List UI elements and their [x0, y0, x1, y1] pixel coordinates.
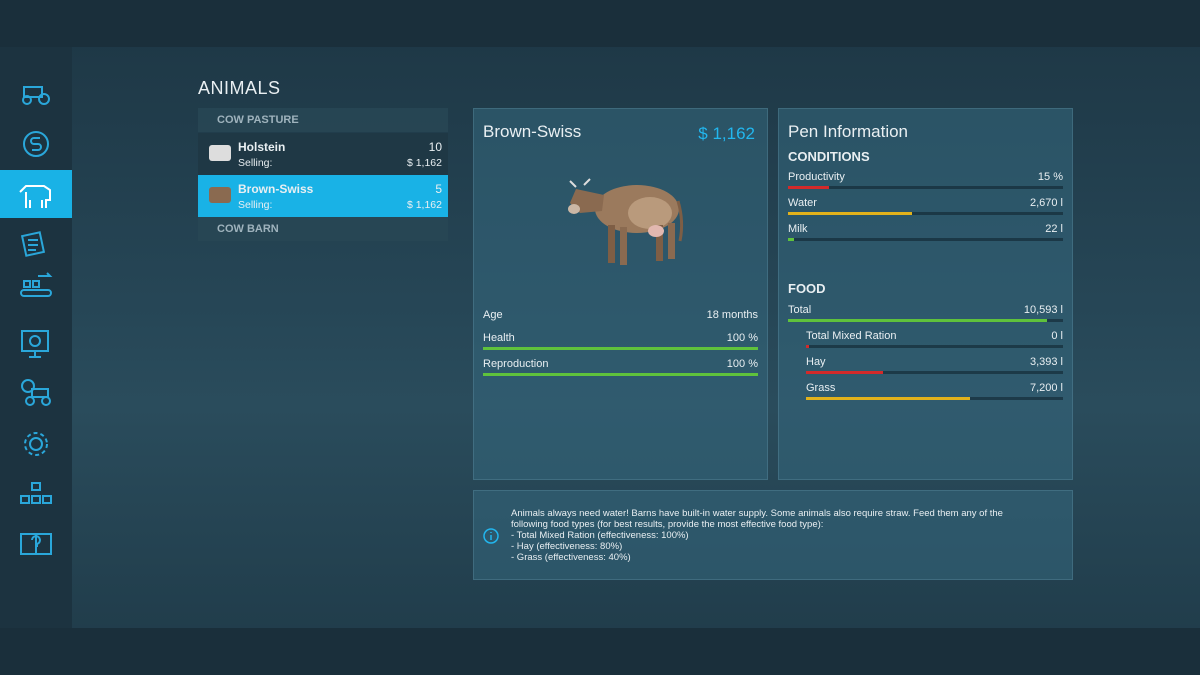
info-line: following food types (for best results, … — [511, 519, 824, 530]
bar-track — [788, 319, 1063, 322]
row-label: Hay — [806, 356, 826, 368]
bar-fill — [806, 397, 971, 400]
bar-fill — [806, 345, 809, 348]
icon-workers[interactable] — [21, 379, 51, 406]
bar-fill — [788, 212, 912, 215]
conditions-rows: Productivity 15 % Water 2,670 l Milk 22 l — [788, 171, 1065, 251]
pen-panel: Pen Information CONDITIONS Productivity 1… — [778, 108, 1073, 480]
animal-icon — [209, 145, 231, 161]
sidebar-icons — [19, 86, 53, 555]
info-line: - Grass (effectiveness: 40%) — [511, 552, 631, 563]
row-label: Water — [788, 197, 817, 209]
section-header — [198, 217, 448, 241]
info-box: Animals always need water! Barns have bu… — [473, 490, 1073, 580]
icon-tree[interactable] — [20, 482, 52, 504]
bar-fill — [483, 347, 758, 350]
row-label: Productivity — [788, 171, 845, 183]
bottom-bar — [0, 628, 1200, 675]
bar-fill — [788, 238, 794, 241]
row-value: 15 % — [1037, 171, 1063, 183]
conditions-title: CONDITIONS — [788, 149, 870, 164]
bar-track — [806, 345, 1063, 348]
icon-vehicles[interactable] — [22, 86, 50, 105]
row-value: 22 l — [1045, 223, 1063, 235]
icon-statistics[interactable] — [21, 330, 49, 358]
row-value: 10,593 l — [1023, 304, 1063, 316]
animal-list: COW PASTURE Holstein 10 Selling: $ 1,162 Brow… — [198, 108, 448, 242]
animal-count: 5 — [435, 182, 442, 196]
row-value: 2,670 l — [1029, 197, 1063, 209]
food-rows: Total 10,593 l Total Mixed Ration 0 l Hay 3,3… — [788, 304, 1065, 414]
bar-track — [788, 186, 1063, 189]
bar-fill — [788, 319, 1047, 322]
pen-title: Pen Information — [788, 122, 909, 141]
bar-track — [806, 397, 1063, 400]
row-value: 7,200 l — [1029, 382, 1063, 394]
row-value: 100 % — [726, 358, 758, 370]
animal-row[interactable]: Holstein 10 Selling: $ 1,162 — [198, 133, 448, 175]
animal-price: $ 1,162 — [698, 124, 755, 143]
bar-fill — [788, 186, 830, 189]
animal-row[interactable]: Brown-Swiss 5 Selling: $ 1,162 — [198, 175, 448, 217]
section-title: COW BARN — [217, 223, 279, 235]
icon-finance[interactable] — [23, 131, 49, 157]
icon-help[interactable] — [20, 533, 52, 555]
icon-contracts[interactable] — [20, 231, 46, 257]
sidebar-selected[interactable] — [0, 170, 72, 218]
selling-label: Selling: — [238, 157, 273, 169]
bar-track — [806, 371, 1063, 374]
info-line: - Total Mixed Ration (effectiveness: 100… — [511, 530, 689, 541]
cow-image — [568, 178, 684, 265]
row-label: Health — [483, 332, 515, 344]
animal-name: Holstein — [238, 140, 286, 154]
section-title: COW PASTURE — [217, 114, 299, 126]
bar-track — [483, 347, 758, 350]
info-icon — [483, 528, 499, 544]
info-line: - Hay (effectiveness: 80%) — [511, 541, 623, 552]
animal-panel: Brown-Swiss $ 1,162 Age 18 months Health 10… — [473, 108, 768, 480]
icon-animals[interactable] — [19, 185, 51, 208]
selling-price: $ 1,162 — [406, 157, 442, 169]
animal-name: Brown-Swiss — [483, 122, 582, 141]
section-header — [198, 108, 448, 132]
bar-track — [788, 238, 1063, 241]
selling-price: $ 1,162 — [406, 199, 442, 211]
bar-track — [788, 212, 1063, 215]
info-line: Animals always need water! Barns have bu… — [511, 508, 1003, 519]
bar-fill — [806, 371, 884, 374]
top-bar — [0, 0, 1200, 47]
selling-label: Selling: — [238, 199, 273, 211]
age-label: Age — [483, 309, 503, 321]
age-value: 18 months — [706, 309, 758, 321]
row-label: Milk — [788, 223, 808, 235]
animal-name: Brown-Swiss — [238, 182, 314, 196]
row-label: Total Mixed Ration — [806, 330, 897, 342]
row-label: Reproduction — [483, 358, 549, 370]
row-value: 3,393 l — [1029, 356, 1063, 368]
row-label: Total — [788, 304, 812, 316]
animal-icon — [209, 187, 231, 203]
row-value: 0 l — [1051, 330, 1063, 342]
animal-stats: Age 18 months Health 100 % Reproduction 100 % — [483, 307, 760, 387]
row-value: 100 % — [726, 332, 758, 344]
info-text: Animals always need water! Barns have bu… — [511, 508, 1003, 563]
bar-fill — [483, 373, 758, 376]
icon-production[interactable] — [20, 272, 53, 297]
food-title: FOOD — [788, 281, 826, 296]
bar-track — [483, 373, 758, 376]
animal-count: 10 — [428, 140, 442, 154]
icon-settings[interactable] — [24, 432, 48, 456]
page-title: ANIMALS — [198, 78, 281, 98]
row-label: Grass — [806, 382, 836, 394]
